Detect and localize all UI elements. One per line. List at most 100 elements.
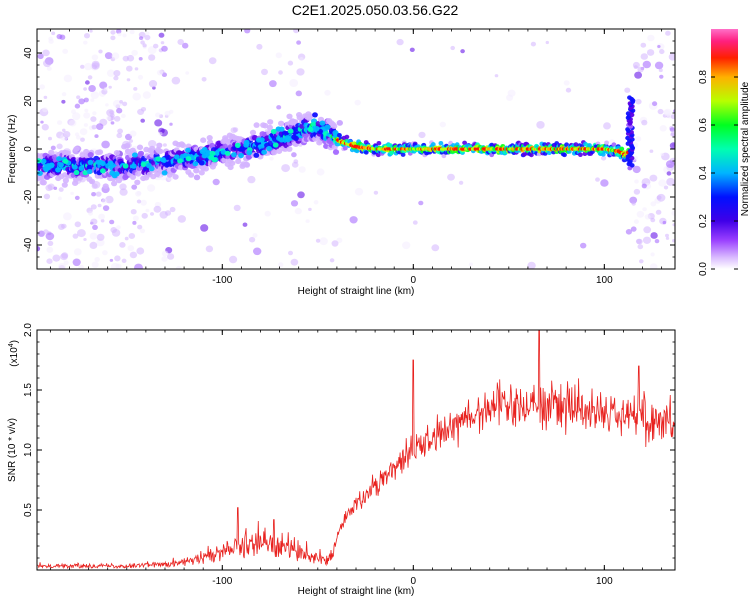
spectrogram-cell [604,140,609,145]
spectrogram-cell [129,29,135,35]
spectrogram-cell [106,69,115,77]
spectrogram-cell [630,226,637,232]
spectrogram-cell [659,74,664,79]
spectrogram-cell [106,115,112,121]
spectrogram-cell [272,142,279,148]
spectrogram-cell [564,142,569,147]
spectrogram-cell [336,120,343,126]
spectrogram-cell [286,113,293,120]
spectrogram-cell [98,49,103,54]
spectrogram-cell [278,120,285,127]
spectrogram-cell [162,143,167,147]
spectrogram-cell [45,184,53,192]
spectrogram-cell [631,201,636,206]
spectrogram-cell [164,110,171,117]
spectrogram-cell [665,233,669,238]
spectrogram-cell [243,162,251,168]
spectrogram-cell [98,213,105,220]
spectrogram-cell [137,224,143,230]
spectrogram-cell [637,244,644,250]
spectrogram-cell [600,152,606,157]
spectrogram-cell [294,207,302,215]
spectrogram-cell [595,177,600,182]
spectrogram-cell [243,139,250,145]
spectrogram-cell [182,42,189,49]
spectrogram-cell [658,179,667,187]
spectrogram-cell [137,108,145,115]
spectrogram-cell [269,156,274,161]
snr-series-line [37,330,675,570]
spectrogram-cell [48,149,55,156]
spectrogram-cell [233,204,241,212]
spectrogram-cell [47,240,54,246]
spectrogram-cell [172,174,179,180]
spectrogram-cell [86,164,93,170]
spectrogram-cell [235,158,242,165]
spectrogram-cell [324,124,331,131]
spectrogram-cell [167,253,175,260]
spectrogram-cell [132,220,137,225]
spectrogram-cell [430,142,436,147]
spectrogram-cell [132,92,141,101]
spectrogram-cell [206,135,213,141]
spectrogram-cell [275,126,282,132]
spectrogram-cell [601,155,607,161]
spectrogram-cell [269,80,277,88]
spectrogram-cell [211,157,218,163]
spectrogram-cell [639,259,644,264]
spectrogram-cell [169,122,173,126]
spectrogram-cell [185,147,191,153]
snr-x-tick-label: 100 [596,576,613,587]
spectrogram-cell [295,90,302,97]
spectrogram-cell [88,211,93,216]
spectrogram-cell [231,152,237,158]
spectrogram-cell [654,61,664,70]
spectrogram-cell [117,128,123,134]
spectrogram-cell [293,29,300,34]
spectrogram-cell [91,192,97,197]
spectrogram-cell [319,120,326,126]
spectrogram-cell [101,140,110,149]
spectrogram-cell [83,112,91,119]
spectrogram-cell [148,54,156,61]
spectrogram-cell [266,146,272,152]
spectrogram-heatmap [37,29,675,269]
spectrogram-cell [147,184,156,192]
spectrogram-cell [42,107,48,113]
spectrogram-cell [299,57,304,61]
spectrogram-cell [97,203,102,208]
spectrogram-cell [296,40,301,45]
spectrogram-cell [83,87,87,91]
spectrogram-cell [288,250,293,256]
spectrogram-cell [150,212,154,216]
spectrogram-cell [89,232,98,240]
spectrogram-cell [122,33,127,38]
spectrogram-cell [633,219,639,224]
spectrogram-cell [56,156,62,162]
spectrogram-cell [52,254,61,262]
spectrogram-cell [657,45,661,48]
spectrogram-cell [261,149,267,155]
spectrogram-cell [221,157,228,163]
spectrogram-cell [431,244,440,252]
spectrogram-cell [50,145,56,151]
spectrogram-cell [468,262,473,267]
spectrogram-cell [63,74,73,83]
spectrogram-x-ticks: -100 0 100 [49,29,663,286]
spectrogram-cell [376,141,382,146]
spectrogram-cell [649,263,658,269]
spectrogram-cell [641,183,647,189]
spectrogram-cell [90,91,100,99]
spectrogram-cell [253,247,262,256]
spectrogram-cell [58,162,64,168]
spectrogram-cell [396,38,404,46]
spectrogram-cell [78,98,85,105]
spectrogram-cell [256,43,263,50]
spectrogram-cell [121,113,126,119]
spectrogram-cell [672,239,675,243]
spectrogram-cell [114,255,121,262]
spectrogram-cell [139,36,144,40]
spectrogram-cell [46,258,53,265]
spectrogram-cell [460,49,465,54]
spectrogram-cell [400,152,406,157]
